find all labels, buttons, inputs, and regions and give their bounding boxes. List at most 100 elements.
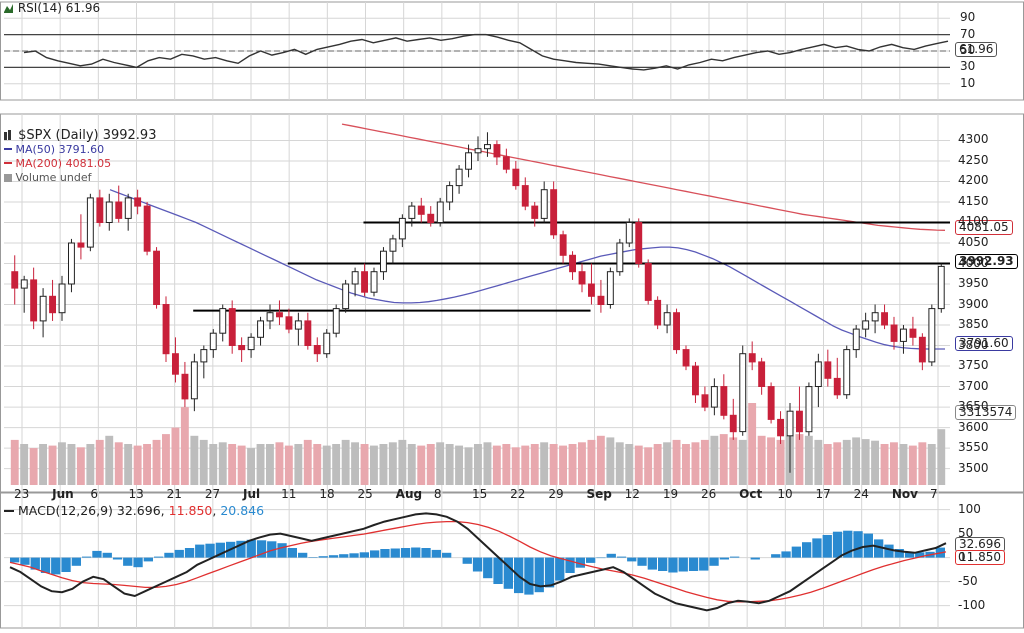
candle-body <box>285 316 293 330</box>
candle-body <box>805 386 813 433</box>
candle-body <box>540 189 548 219</box>
price-tick: 3650 <box>958 399 989 414</box>
macd-histogram-bar <box>596 557 606 559</box>
x-tick-label: 15 <box>472 487 488 501</box>
macd-tick: -100 <box>958 597 986 612</box>
candle-body <box>294 320 302 330</box>
volume-bar <box>284 445 293 485</box>
macd-histogram-bar <box>71 557 81 566</box>
candle-body <box>86 197 94 248</box>
candle-body <box>578 271 586 285</box>
x-tick-label: 19 <box>662 487 679 501</box>
macd-histogram-bar <box>61 557 71 572</box>
macd-histogram-bar <box>534 557 544 593</box>
price-tick: 3700 <box>958 378 989 393</box>
candle-body <box>777 418 784 437</box>
macd-histogram-bar <box>411 547 421 558</box>
macd-histogram-bar <box>256 540 267 558</box>
volume-bar <box>823 444 832 485</box>
macd-histogram-bar <box>884 544 894 558</box>
macd-histogram-bar <box>267 541 277 558</box>
candle-body <box>796 410 803 433</box>
macd-histogram-bar <box>904 552 915 558</box>
volume-bar <box>663 442 671 485</box>
volume-bar <box>171 427 180 485</box>
candle-body <box>502 156 510 170</box>
macd-histogram-bar <box>143 557 153 562</box>
volume-bar <box>332 444 341 485</box>
candle-body <box>361 271 369 293</box>
volume-bar <box>10 439 19 485</box>
candle-body <box>748 353 756 363</box>
candle-body <box>134 197 142 207</box>
volume-bar <box>67 444 76 485</box>
volume-bar <box>228 444 237 485</box>
x-tick-label: 29 <box>548 487 564 501</box>
rsi-tick: 70 <box>960 26 976 41</box>
candle-body <box>200 349 208 363</box>
ma50-tag: 3791.60 <box>955 336 1013 351</box>
candle-body <box>900 328 907 342</box>
macd-histogram-bar <box>555 557 565 581</box>
macd-value: 32.696 <box>116 503 161 518</box>
volume-bar <box>190 435 199 485</box>
volume-bar <box>426 444 435 485</box>
candle-body <box>758 361 766 387</box>
candle-body <box>484 144 491 150</box>
x-tick-label: Nov <box>891 487 918 501</box>
candle-body <box>606 271 614 306</box>
macd-histogram-bar <box>493 557 503 584</box>
signal-tag: 11.850 <box>955 550 1005 565</box>
candle-body <box>115 201 123 219</box>
volume-bar <box>492 445 501 485</box>
rsi-icon[interactable] <box>4 2 14 13</box>
macd-histogram-bar <box>822 535 832 558</box>
candle-body <box>209 332 217 351</box>
candle-body <box>862 320 870 330</box>
rsi-tick: 50 <box>960 43 976 57</box>
volume-bar <box>927 444 936 485</box>
ma200-line <box>341 123 946 231</box>
price-icon[interactable] <box>4 129 14 140</box>
candle-body <box>569 254 576 273</box>
macd-histogram-bar <box>586 557 596 563</box>
macd-histogram-bar <box>791 546 801 558</box>
x-tick-label: Jun <box>52 487 74 501</box>
macd-histogram-bar <box>812 538 822 558</box>
candle-body <box>323 332 331 355</box>
x-tick-label: 27 <box>204 487 221 501</box>
candle-body <box>729 414 737 433</box>
candle-body <box>408 205 416 219</box>
candle-body <box>39 295 47 322</box>
x-tick-label: Jul <box>243 487 261 501</box>
macd-histogram-bar <box>678 557 688 572</box>
candle-body <box>313 345 321 355</box>
volume-bar <box>767 437 775 485</box>
volume-bar <box>114 442 123 485</box>
volume-bar <box>445 444 454 485</box>
candle-body <box>871 312 879 322</box>
candle-body <box>739 353 747 433</box>
x-tick-label: 8 <box>433 487 442 501</box>
signal-value: 11.850 <box>168 503 213 518</box>
candle-body <box>20 279 28 289</box>
volume-bar <box>360 444 369 485</box>
candle-body <box>493 144 501 158</box>
volume-bar <box>124 444 133 485</box>
ma200-tag: 4081.05 <box>955 220 1013 235</box>
candle-body <box>682 349 690 367</box>
macd-histogram-bar <box>359 552 369 558</box>
macd-histogram-bar <box>205 543 215 558</box>
candle-body <box>351 271 359 285</box>
volume-bar <box>20 444 29 485</box>
candle-body <box>843 349 851 396</box>
volume-bar <box>455 445 463 485</box>
volume-bar <box>388 442 397 485</box>
macd-line <box>9 512 947 612</box>
legend-ma200-label: MA(200) 4081.05 <box>15 157 112 170</box>
volume-bar <box>256 444 265 485</box>
volume-bar <box>407 444 416 485</box>
macd-histogram-bar <box>380 549 390 558</box>
candle-body <box>96 197 104 223</box>
